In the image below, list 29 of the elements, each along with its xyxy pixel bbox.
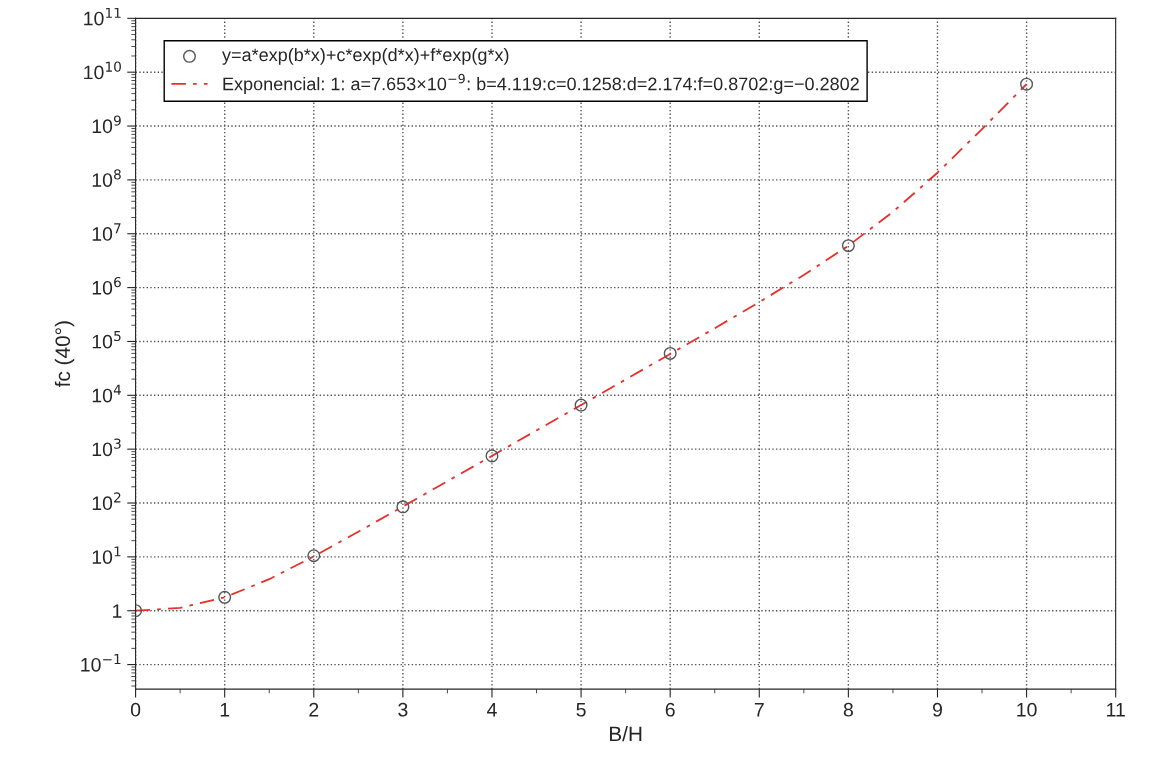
legend-label: y=a*exp(b*x)+c*exp(d*x)+f*exp(g*x) — [222, 48, 509, 65]
x-tick-label: 4 — [487, 703, 497, 717]
y-tick-label: 10$^{2}$ — [92, 492, 121, 511]
y-tick-label: 10$^{8}$ — [92, 169, 121, 187]
y-axis-title: fc (40°) — [54, 321, 75, 388]
x-tick-label: 9 — [932, 702, 942, 717]
x-tick-label: 10 — [1017, 702, 1037, 717]
y-tick-label: 10$^{3}$ — [92, 438, 121, 457]
y-tick-label: 10$^{9}$ — [92, 115, 121, 134]
y-tick-label: 10$^{4}$ — [92, 384, 121, 403]
x-tick-label: 3 — [398, 702, 408, 717]
y-tick-label: 10$^{6}$ — [92, 276, 121, 295]
x-tick-label: 0 — [130, 702, 141, 717]
legend-label: Exponencial: 1: a=7.653×10$^{−9}$: b=4.119:c=0.1258:d=2.174:f=0.8702:g=−0.2802 — [223, 73, 859, 94]
y-tick-label: 10$^{5}$ — [92, 331, 121, 349]
x-tick-label: 2 — [309, 702, 319, 717]
x-tick-label: 6 — [665, 702, 675, 717]
x-axis-title: B/H — [609, 726, 642, 742]
x-tick-label: 7 — [754, 703, 764, 717]
y-tick-label: 10$^{7}$ — [92, 223, 121, 241]
y-tick-label: 10$^{1}$ — [92, 546, 121, 564]
x-tick-label: 11 — [1107, 703, 1125, 717]
y-tick-label: 1 — [113, 604, 122, 618]
y-tick-label: 10$^{11}$ — [84, 7, 121, 26]
y-tick-label: 10$^{10}$ — [84, 61, 121, 80]
x-tick-label: 8 — [843, 702, 853, 717]
x-tick-label: 1 — [220, 703, 230, 717]
y-tick-label: 10$^{−1}$ — [81, 654, 121, 672]
x-tick-label: 5 — [576, 703, 586, 717]
